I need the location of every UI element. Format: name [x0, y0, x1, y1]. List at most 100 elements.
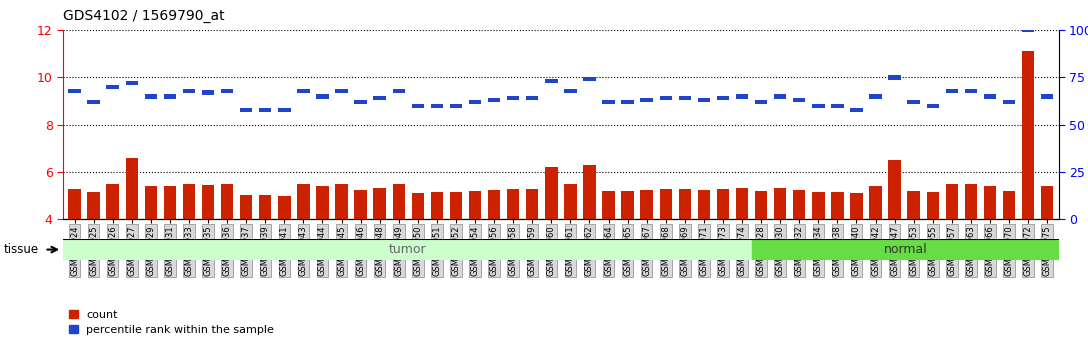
Bar [355, 190, 367, 219]
Text: GDS4102 / 1569790_at: GDS4102 / 1569790_at [63, 9, 225, 23]
Bar [240, 108, 252, 112]
Bar [1041, 186, 1053, 219]
Bar [755, 100, 767, 104]
Bar [279, 108, 290, 112]
Bar [717, 96, 729, 101]
Bar [774, 94, 787, 98]
Bar [469, 191, 481, 219]
Bar [507, 189, 519, 219]
Bar [373, 96, 386, 101]
Bar [679, 96, 691, 101]
Bar [659, 96, 672, 101]
Bar [355, 100, 367, 104]
Bar [793, 190, 805, 219]
Bar [69, 189, 81, 219]
Bar [317, 94, 329, 98]
Bar [984, 186, 997, 219]
Bar [1003, 100, 1015, 104]
Bar [889, 160, 901, 219]
Bar [431, 104, 443, 108]
Bar [545, 167, 557, 219]
Bar [335, 88, 348, 93]
Bar [469, 100, 481, 104]
Bar [87, 100, 100, 104]
Bar [583, 77, 595, 81]
Bar [831, 192, 843, 219]
Bar [545, 79, 557, 83]
Bar [717, 189, 729, 219]
Bar [907, 191, 919, 219]
Bar [869, 186, 881, 219]
Bar [984, 94, 997, 98]
Bar [641, 190, 653, 219]
Bar [945, 184, 959, 219]
Bar [507, 96, 519, 101]
Bar [487, 98, 500, 102]
Bar [603, 191, 615, 219]
Bar [869, 94, 881, 98]
Bar [697, 98, 710, 102]
Bar [965, 88, 977, 93]
Bar [69, 88, 81, 93]
Bar [1022, 51, 1035, 219]
Bar [1003, 191, 1015, 219]
Bar [487, 190, 500, 219]
Bar [793, 98, 805, 102]
Bar [735, 94, 749, 98]
Bar [202, 185, 214, 219]
Bar [621, 100, 634, 104]
Bar [125, 158, 138, 219]
Bar [831, 104, 843, 108]
Text: tumor: tumor [388, 243, 426, 256]
Bar [565, 88, 577, 93]
Bar [527, 96, 539, 101]
Bar [317, 186, 329, 219]
Bar [393, 88, 405, 93]
Bar [240, 195, 252, 219]
Bar [393, 184, 405, 219]
Bar [431, 192, 443, 219]
Bar [63, 239, 752, 260]
Bar [1022, 28, 1035, 32]
Bar [735, 188, 749, 219]
Bar [621, 191, 634, 219]
Bar [907, 100, 919, 104]
Bar [221, 88, 233, 93]
Bar [145, 94, 157, 98]
Bar [583, 165, 595, 219]
Bar [755, 191, 767, 219]
Text: normal: normal [883, 243, 927, 256]
Bar [297, 88, 310, 93]
Bar [145, 186, 157, 219]
Bar [259, 195, 272, 219]
Text: tissue: tissue [3, 243, 38, 256]
Bar [603, 100, 615, 104]
Bar [1041, 94, 1053, 98]
Bar [163, 94, 176, 98]
Bar [565, 184, 577, 219]
Bar [221, 184, 233, 219]
Bar [107, 85, 119, 89]
Bar [125, 81, 138, 85]
Bar [679, 189, 691, 219]
Bar [449, 104, 462, 108]
Legend: count, percentile rank within the sample: count, percentile rank within the sample [69, 310, 274, 335]
Bar [411, 193, 424, 219]
Bar [812, 192, 825, 219]
Bar [449, 192, 462, 219]
Bar [373, 188, 386, 219]
Bar [965, 184, 977, 219]
Bar [945, 88, 959, 93]
Bar [927, 104, 939, 108]
Bar [697, 190, 710, 219]
Bar [202, 91, 214, 95]
Bar [87, 192, 100, 219]
Bar [850, 108, 863, 112]
Bar [107, 184, 119, 219]
Bar [889, 75, 901, 80]
Bar [183, 184, 195, 219]
Bar [752, 239, 1059, 260]
Bar [259, 108, 272, 112]
Bar [163, 186, 176, 219]
Bar [850, 193, 863, 219]
